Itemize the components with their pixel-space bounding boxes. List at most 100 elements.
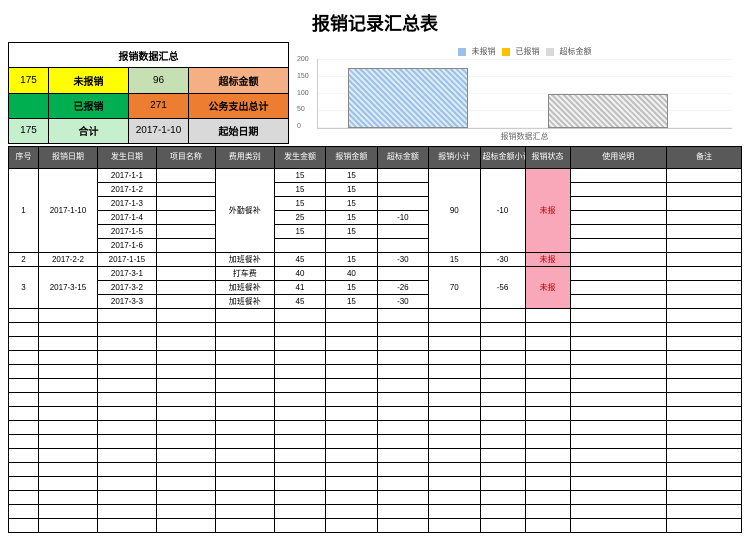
table-cell (377, 169, 428, 183)
table-cell (274, 239, 325, 253)
table-row: 2017-3-2加班餐补4115-26 (9, 281, 742, 295)
table-cell: 2017-1-2 (97, 183, 156, 197)
page-title: 报销记录汇总表 (8, 10, 742, 36)
table-row (9, 393, 742, 407)
legend-swatch (546, 48, 554, 56)
table-row: 2017-1-51515 (9, 225, 742, 239)
summary-table: 报销数据汇总 175未报销96超标金额已报销271公务支出总计175合计2017… (8, 42, 289, 144)
table-row (9, 351, 742, 365)
table-cell: 未报 (525, 267, 570, 309)
summary-heading: 报销数据汇总 (9, 43, 289, 68)
table-cell: 15 (274, 169, 325, 183)
table-cell: 未报 (525, 253, 570, 267)
table-cell: 1 (9, 169, 39, 253)
table-cell: 70 (429, 267, 480, 309)
summary-cell: 起始日期 (189, 118, 289, 143)
table-cell: 2017-1-3 (97, 197, 156, 211)
table-cell: 加班餐补 (215, 295, 274, 309)
table-row (9, 505, 742, 519)
column-header: 报销状态 (525, 147, 570, 169)
table-cell: 15 (326, 281, 377, 295)
table-cell: 2017-3-3 (97, 295, 156, 309)
table-header: 序号报销日期发生日期项目名称费用类别发生金额报销金额超标金额报销小计超标金额小计… (9, 147, 742, 169)
column-header: 发生日期 (97, 147, 156, 169)
table-cell: 15 (326, 253, 377, 267)
table-cell: 15 (429, 253, 480, 267)
summary-cell (9, 93, 49, 118)
chart-caption: 报销数据汇总 (317, 131, 732, 142)
table-cell (156, 183, 215, 197)
table-cell: 40 (274, 267, 325, 281)
table-row: 2017-1-3 1515 (9, 197, 742, 211)
table-cell: -26 (377, 281, 428, 295)
table-cell: 2017-1-4 (97, 211, 156, 225)
table-cell (156, 295, 215, 309)
table-cell (156, 253, 215, 267)
table-row: 22017-2-22017-1-15加班餐补4515-3015-30未报 (9, 253, 742, 267)
column-header: 序号 (9, 147, 39, 169)
table-cell (570, 239, 666, 253)
table-row (9, 449, 742, 463)
table-cell: 2017-1-5 (97, 225, 156, 239)
table-cell (377, 267, 428, 281)
table-cell (570, 211, 666, 225)
table-cell: 打车费 (215, 267, 274, 281)
table-cell (570, 225, 666, 239)
table-row (9, 491, 742, 505)
table-row (9, 435, 742, 449)
table-cell: 2 (9, 253, 39, 267)
table-cell: 15 (326, 169, 377, 183)
table-row (9, 379, 742, 393)
table-cell (666, 169, 741, 183)
table-cell: -56 (480, 267, 525, 309)
table-cell (666, 183, 741, 197)
chart-legend: 未报销已报销超标金额 (317, 46, 732, 57)
summary-cell: 未报销 (49, 68, 129, 93)
table-cell: 2017-1-10 (39, 169, 98, 253)
table-cell (377, 225, 428, 239)
table-cell: 2017-1-15 (97, 253, 156, 267)
summary-cell: 公务支出总计 (189, 93, 289, 118)
summary-cell: 175 (9, 118, 49, 143)
table-row: 2017-1-21515 (9, 183, 742, 197)
legend-label: 未报销 (472, 47, 496, 56)
column-header: 备注 (666, 147, 741, 169)
table-cell: 15 (326, 295, 377, 309)
column-header: 超标金额 (377, 147, 428, 169)
column-header: 超标金额小计 (480, 147, 525, 169)
column-header: 报销小计 (429, 147, 480, 169)
table-cell (570, 267, 666, 281)
summary-cell: 271 (129, 93, 189, 118)
chart-area: 未报销已报销超标金额 200150100500 报销数据汇总 (293, 42, 742, 144)
table-cell (666, 267, 741, 281)
table-row (9, 309, 742, 323)
table-row (9, 421, 742, 435)
table-cell: -10 (377, 211, 428, 225)
table-cell: 45 (274, 253, 325, 267)
table-cell (377, 197, 428, 211)
table-cell: -10 (480, 169, 525, 253)
table-cell: 未报 (525, 169, 570, 253)
table-row (9, 323, 742, 337)
legend-label: 超标金额 (560, 47, 592, 56)
table-cell: 15 (274, 225, 325, 239)
table-cell (666, 225, 741, 239)
table-cell (570, 197, 666, 211)
summary-cell: 2017-1-10 (129, 118, 189, 143)
table-row (9, 407, 742, 421)
table-cell: 加班餐补 (215, 253, 274, 267)
table-cell: 90 (429, 169, 480, 253)
table-row: 12017-1-102017-1-1外勤餐补151590-10未报 (9, 169, 742, 183)
top-area: 报销数据汇总 175未报销96超标金额已报销271公务支出总计175合计2017… (8, 42, 742, 144)
table-cell: 41 (274, 281, 325, 295)
table-row: 32017-3-152017-3-1打车费404070-56未报 (9, 267, 742, 281)
table-cell (156, 225, 215, 239)
column-header: 费用类别 (215, 147, 274, 169)
table-cell: 15 (274, 197, 325, 211)
main-table: 序号报销日期发生日期项目名称费用类别发生金额报销金额超标金额报销小计超标金额小计… (8, 146, 742, 533)
table-cell: 2017-1-1 (97, 169, 156, 183)
table-cell: 40 (326, 267, 377, 281)
table-cell: 15 (326, 197, 377, 211)
table-cell: 45 (274, 295, 325, 309)
chart-bar (548, 94, 668, 128)
